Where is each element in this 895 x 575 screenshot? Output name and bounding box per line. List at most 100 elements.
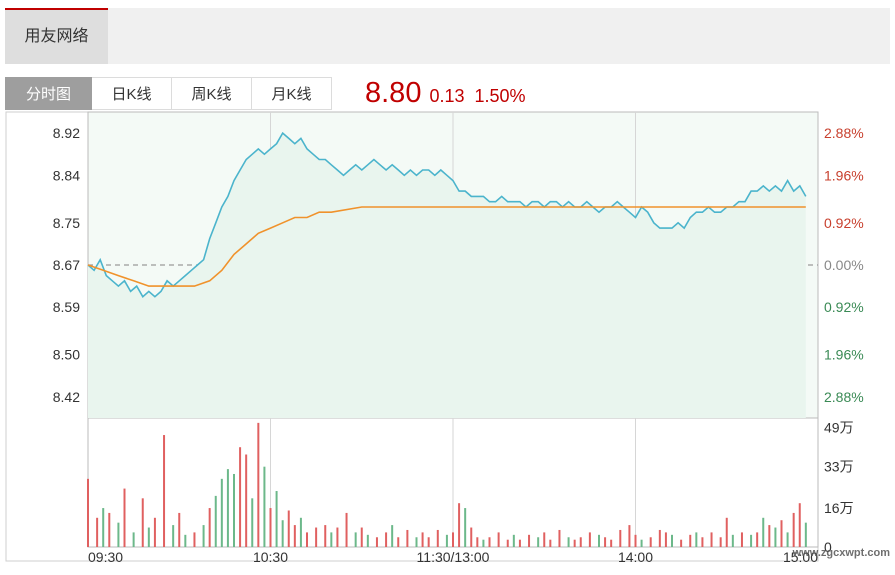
volume-bar [269, 508, 272, 547]
price-area-fill [88, 133, 806, 418]
price-tick-label: 8.67 [53, 257, 80, 273]
volume-bar [497, 532, 500, 547]
volume-bar [202, 525, 205, 547]
volume-bar [634, 534, 637, 547]
volume-bar [695, 532, 698, 547]
volume-bar [336, 527, 339, 547]
volume-bar [671, 534, 673, 547]
volume-bar [518, 539, 521, 547]
volume-bar [689, 534, 692, 547]
volume-tick-label: 33万 [824, 459, 854, 475]
volume-tick-label: 0 [824, 539, 832, 555]
volume-bar [306, 532, 308, 547]
volume-bar [774, 527, 777, 547]
percent-tick-label: 1.96% [824, 167, 864, 183]
volume-bar [345, 512, 348, 547]
percent-tick-label: 0.92% [824, 215, 864, 231]
volume-bar [476, 537, 479, 547]
percent-tick-label: 1.96% [824, 347, 864, 363]
volume-bar [804, 522, 807, 547]
price-change-percent: 1.50% [474, 86, 526, 106]
tab-weekly-k[interactable]: 周K线 [172, 77, 252, 110]
volume-bar [458, 503, 461, 547]
chart-tabs: 分时图 日K线 周K线 月K线 [5, 77, 332, 110]
header-tab[interactable]: 用友网络 [5, 8, 108, 64]
volume-bar [324, 525, 327, 547]
time-tick-label: 11:30/13:00 [417, 549, 490, 565]
time-tick-label: 14:00 [618, 549, 653, 565]
volume-bar [141, 498, 144, 547]
volume-bar [275, 491, 278, 547]
volume-bar [385, 532, 388, 547]
volume-bar [664, 532, 667, 547]
volume-bar [427, 537, 430, 547]
volume-bar [786, 532, 789, 547]
volume-bar [96, 517, 99, 547]
volume-bar [239, 447, 242, 547]
volume-bar [172, 525, 175, 547]
percent-tick-label: 0.92% [824, 299, 864, 315]
tab-monthly-k[interactable]: 月K线 [252, 77, 332, 110]
volume-bar [178, 512, 181, 547]
volume-bar [452, 532, 454, 547]
volume-bar [528, 534, 531, 547]
volume-bar [287, 510, 290, 547]
price-tick-label: 8.42 [53, 389, 80, 405]
tab-daily-k[interactable]: 日K线 [92, 77, 172, 110]
price-tick-label: 8.84 [53, 167, 80, 183]
volume-bar [397, 537, 400, 547]
volume-bar [299, 517, 302, 547]
price-tick-label: 8.92 [53, 125, 80, 141]
volume-bar [762, 517, 765, 547]
volume-bar [330, 532, 333, 547]
price-change: 0.13 [429, 86, 465, 106]
volume-bar [619, 529, 622, 547]
volume-bar [549, 539, 552, 547]
volume-bar [233, 473, 235, 547]
percent-tick-label: 0.00% [824, 257, 864, 273]
volume-bar [108, 512, 111, 547]
volume-bar [579, 537, 582, 547]
volume-bar [293, 525, 296, 547]
volume-bar [251, 498, 254, 547]
volume-bar [768, 525, 771, 547]
volume-tick-label: 16万 [824, 500, 854, 516]
volume-bar [281, 520, 284, 547]
volume-bar [375, 537, 378, 547]
percent-tick-label: 2.88% [824, 389, 864, 405]
volume-bar [588, 532, 591, 547]
volume-bar [740, 532, 743, 547]
volume-bar [87, 478, 89, 547]
volume-bar [512, 534, 515, 547]
volume-bar [193, 532, 196, 547]
volume-bar [680, 539, 683, 547]
volume-bar [464, 508, 467, 547]
volume-bar [184, 534, 187, 547]
volume-bar [537, 537, 540, 547]
volume-bar [610, 539, 613, 547]
volume-bar [445, 534, 448, 547]
volume-bar [117, 522, 120, 547]
volume-bar [604, 537, 607, 547]
volume-bar [482, 539, 485, 547]
volume-bar [220, 478, 223, 547]
tab-intraday[interactable]: 分时图 [5, 77, 92, 110]
volume-bar [436, 529, 439, 547]
volume-bar [506, 539, 509, 547]
average-price-line [87, 206, 806, 287]
volume-tick-label: 49万 [824, 420, 854, 436]
volume-bar [415, 537, 418, 547]
volume-bar [226, 469, 229, 547]
volume-bar [214, 495, 217, 547]
volume-bar [360, 527, 363, 547]
volume-bar [543, 532, 546, 547]
volume-bar [315, 527, 318, 547]
volume-bar [598, 534, 600, 547]
volume-bar [701, 537, 704, 547]
volume-bar [123, 488, 126, 547]
volume-bar [649, 537, 652, 547]
volume-bar [710, 532, 713, 547]
volume-bar [567, 537, 570, 547]
volume-bar [263, 466, 266, 547]
price-tick-label: 8.50 [53, 347, 80, 363]
